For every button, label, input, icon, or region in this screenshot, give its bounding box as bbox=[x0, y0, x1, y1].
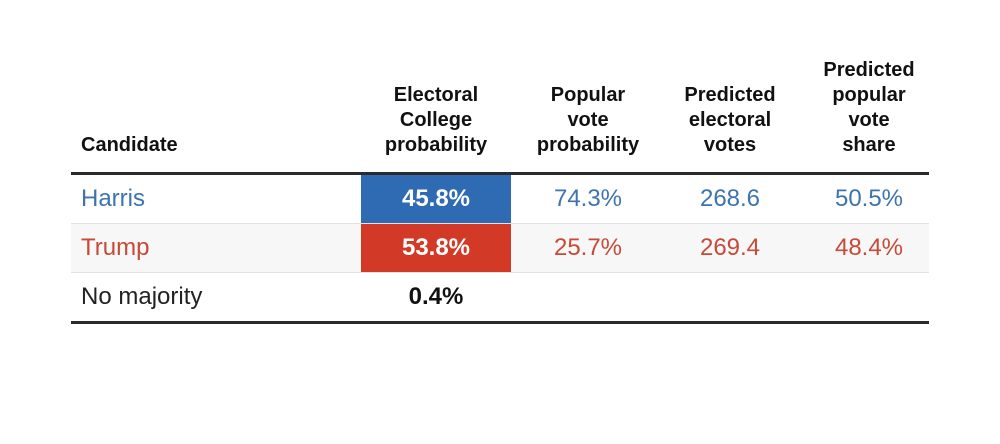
harris-predicted-electoral-votes: 268.6 bbox=[699, 185, 761, 212]
trump-electoral-college-probability: 53.8% bbox=[361, 224, 511, 272]
header-popular-vote-probability: Popular vote probability bbox=[536, 84, 640, 156]
harris-electoral-college-probability: 45.8% bbox=[361, 175, 511, 223]
trump-candidate-name: Trump bbox=[81, 234, 150, 261]
table-row-harris: 45.8% Harris 74.3% 268.6 50.5% bbox=[71, 175, 929, 223]
header-predicted-popular-vote-share: Predicted popular vote share bbox=[823, 59, 915, 156]
harris-popular-vote-probability: 74.3% bbox=[553, 185, 623, 212]
forecast-table: Candidate Electoral College probability … bbox=[71, 56, 929, 324]
harris-predicted-popular-vote-share: 50.5% bbox=[834, 185, 904, 212]
table-header: Candidate Electoral College probability … bbox=[71, 56, 929, 172]
table-row-no-majority: No majority 0.4% bbox=[71, 273, 929, 321]
trump-predicted-electoral-votes: 269.4 bbox=[699, 234, 761, 261]
header-predicted-electoral-votes: Predicted electoral votes bbox=[684, 84, 776, 156]
row-divider bbox=[71, 272, 929, 273]
no-majority-label: No majority bbox=[81, 283, 203, 310]
trump-predicted-popular-vote-share: 48.4% bbox=[834, 234, 904, 261]
no-majority-electoral-college-probability: 0.4% bbox=[408, 283, 464, 310]
header-candidate: Candidate bbox=[81, 134, 178, 156]
header-divider bbox=[71, 172, 929, 175]
table-row-trump: 53.8% Trump 25.7% 269.4 48.4% bbox=[71, 224, 929, 272]
table-bottom-rule bbox=[71, 321, 929, 324]
row-divider bbox=[71, 223, 929, 224]
harris-candidate-name: Harris bbox=[81, 185, 145, 212]
trump-popular-vote-probability: 25.7% bbox=[553, 234, 623, 261]
header-electoral-college-probability: Electoral College probability bbox=[384, 84, 488, 156]
